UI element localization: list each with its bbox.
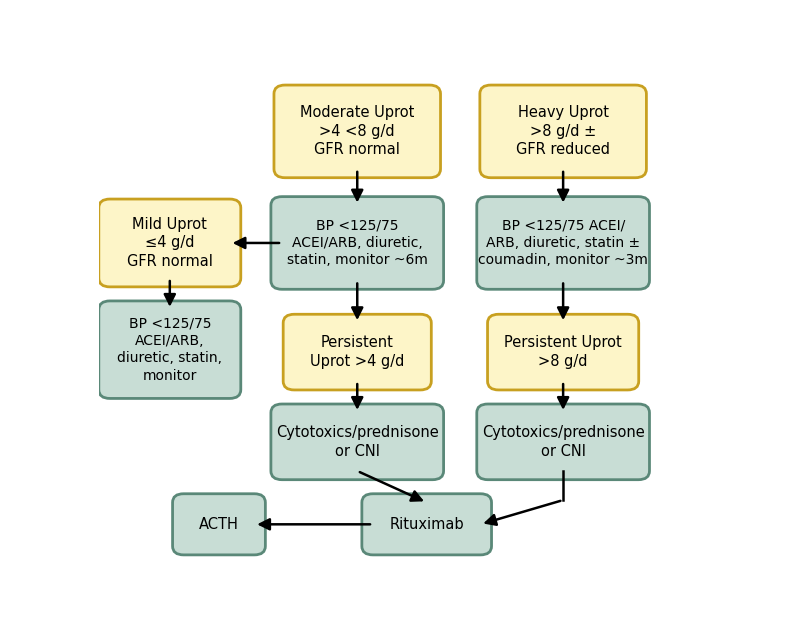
Text: Rituximab: Rituximab [389,517,464,532]
Text: BP <125/75 ACEI/
ARB, diuretic, statin ±
coumadin, monitor ~3m: BP <125/75 ACEI/ ARB, diuretic, statin ±… [478,219,648,267]
FancyBboxPatch shape [271,404,443,479]
Text: Moderate Uprot
>4 <8 g/d
GFR normal: Moderate Uprot >4 <8 g/d GFR normal [300,105,415,158]
Text: Persistent Uprot
>8 g/d: Persistent Uprot >8 g/d [504,335,622,369]
Text: ACTH: ACTH [199,517,239,532]
Text: BP <125/75
ACEI/ARB, diuretic,
statin, monitor ~6m: BP <125/75 ACEI/ARB, diuretic, statin, m… [287,219,427,267]
Text: Cytotoxics/prednisone
or CNI: Cytotoxics/prednisone or CNI [482,425,645,459]
FancyBboxPatch shape [274,85,441,178]
FancyBboxPatch shape [362,494,492,555]
FancyBboxPatch shape [271,197,443,289]
FancyBboxPatch shape [99,301,241,398]
FancyBboxPatch shape [477,404,649,479]
Text: Mild Uprot
≤4 g/d
GFR normal: Mild Uprot ≤4 g/d GFR normal [127,217,213,269]
FancyBboxPatch shape [173,494,266,555]
Text: Heavy Uprot
>8 g/d ±
GFR reduced: Heavy Uprot >8 g/d ± GFR reduced [516,105,610,158]
FancyBboxPatch shape [488,314,638,390]
Text: Cytotoxics/prednisone
or CNI: Cytotoxics/prednisone or CNI [276,425,439,459]
Text: Persistent
Uprot >4 g/d: Persistent Uprot >4 g/d [310,335,404,369]
FancyBboxPatch shape [480,85,646,178]
FancyBboxPatch shape [283,314,431,390]
FancyBboxPatch shape [99,199,241,287]
Text: BP <125/75
ACEI/ARB,
diuretic, statin,
monitor: BP <125/75 ACEI/ARB, diuretic, statin, m… [117,317,222,382]
FancyBboxPatch shape [477,197,649,289]
